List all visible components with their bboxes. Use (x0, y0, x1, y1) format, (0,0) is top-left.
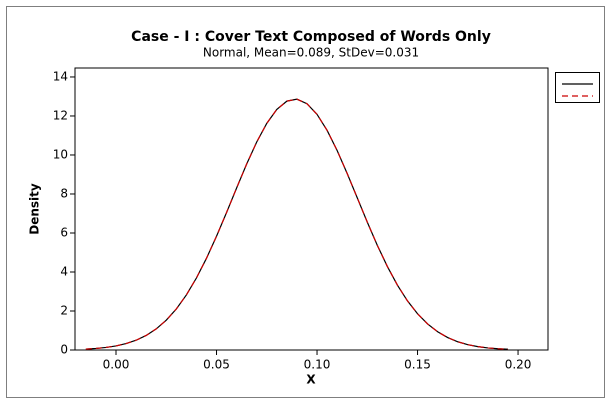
y-tick-label: 4 (60, 264, 68, 278)
y-tick-label: 14 (53, 69, 68, 83)
y-tick-label: 0 (60, 343, 68, 357)
x-tick-label: 0.20 (505, 358, 532, 372)
y-tick-label: 12 (53, 108, 68, 122)
y-tick-label: 8 (60, 186, 68, 200)
y-axis-label: Density (28, 183, 42, 235)
x-tick-label: 0.15 (404, 358, 431, 372)
x-axis-label: X (306, 373, 316, 387)
y-tick-label: 2 (60, 303, 68, 317)
x-tick-label: 0.10 (304, 358, 331, 372)
chart-title: Case - I : Cover Text Composed of Words … (131, 29, 491, 45)
chart-subtitle: Normal, Mean=0.089, StDev=0.031 (203, 46, 419, 60)
legend (555, 72, 600, 103)
y-tick-label: 10 (53, 147, 68, 161)
y-tick-label: 6 (60, 225, 68, 239)
x-tick-label: 0.05 (203, 358, 230, 372)
plot-area (74, 67, 549, 351)
x-tick-label: 0.00 (103, 358, 130, 372)
density-line (85, 98, 509, 350)
